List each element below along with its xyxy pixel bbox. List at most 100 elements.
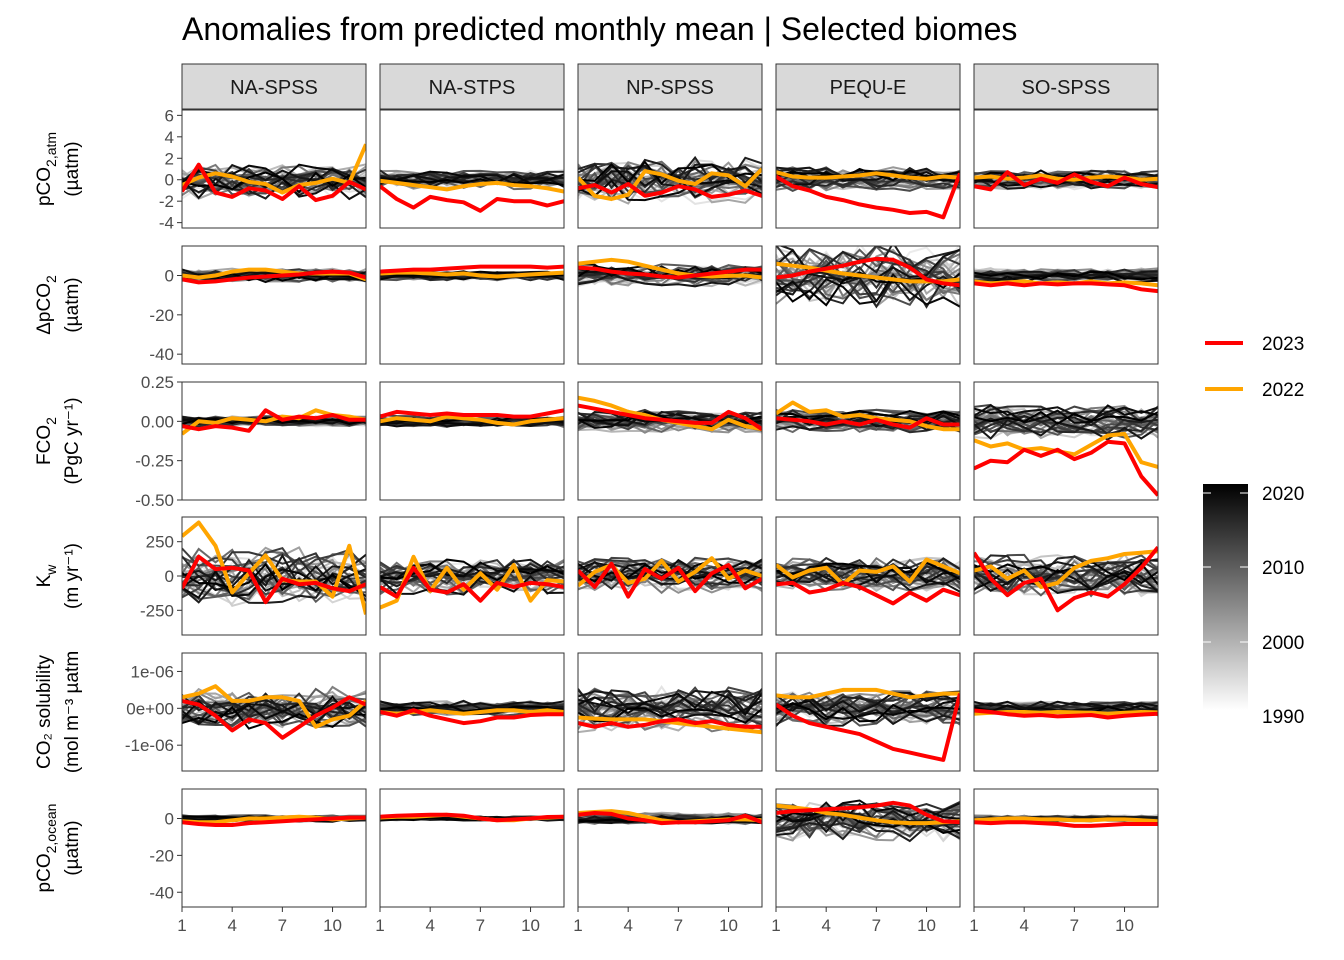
series-line-2023 xyxy=(182,695,366,740)
panel-border xyxy=(379,245,565,365)
series-line-2023 xyxy=(578,265,762,280)
series-line-2023 xyxy=(578,403,762,431)
series-line-background-year xyxy=(776,819,960,843)
panel-border xyxy=(577,516,763,636)
x-tick-label: 1 xyxy=(375,916,384,935)
panel xyxy=(380,110,564,228)
panel xyxy=(578,382,762,500)
facet-strip-label: SO-SPSS xyxy=(1022,77,1111,99)
panel xyxy=(380,653,564,771)
panel-background xyxy=(974,110,1158,228)
colorbar-label: 2020 xyxy=(1262,484,1304,505)
x-tick-label: 10 xyxy=(719,916,738,935)
y-tick-label: -4 xyxy=(159,214,174,233)
x-tick-label: 4 xyxy=(227,916,236,935)
panel xyxy=(974,246,1158,364)
x-tick-label: 10 xyxy=(917,916,936,935)
series-line-background-year xyxy=(776,173,960,188)
panel-background xyxy=(578,246,762,364)
y-tick-label: -20 xyxy=(149,306,174,325)
panel-border xyxy=(973,788,1159,908)
facet-strip-label: PEQU-E xyxy=(830,77,907,99)
panel-border xyxy=(973,652,1159,772)
series-line-background-year xyxy=(578,688,762,715)
series-line-2023 xyxy=(578,717,762,729)
panel-background xyxy=(380,789,564,907)
series-line-2022 xyxy=(776,400,960,432)
panel-border xyxy=(181,788,367,908)
y-axis-unit: (µatm) xyxy=(62,820,83,875)
facet-strip-label: NP-SPSS xyxy=(626,77,714,99)
panel-border xyxy=(973,109,1159,229)
y-axis-label: Kw xyxy=(34,564,59,588)
panel-background xyxy=(182,246,366,364)
series-line-2023 xyxy=(380,812,564,823)
series-line-2022 xyxy=(578,257,762,280)
series-line-2023 xyxy=(974,439,1158,497)
x-tick-label: 4 xyxy=(1019,916,1028,935)
series-line-background-year xyxy=(380,575,564,596)
series-line-background-year xyxy=(776,409,960,421)
series-line-2023 xyxy=(776,800,960,825)
panel-border xyxy=(181,381,367,501)
x-tick-label: 1 xyxy=(177,916,186,935)
y-tick-label: -40 xyxy=(149,345,174,364)
panel xyxy=(974,517,1158,635)
series-line-background-year xyxy=(776,272,960,308)
panel xyxy=(578,517,762,635)
y-tick-label: -20 xyxy=(149,846,174,865)
series-line-background-year xyxy=(974,700,1158,710)
panel-border xyxy=(379,381,565,501)
panel xyxy=(974,789,1158,907)
panel-border xyxy=(181,109,367,229)
series-line-background-year xyxy=(182,562,366,592)
panel-border xyxy=(181,245,367,365)
panel-border xyxy=(577,652,763,772)
series-line-2022 xyxy=(380,414,564,427)
facet-strip xyxy=(973,63,1159,110)
series-line-2023 xyxy=(974,708,1158,720)
x-tick-label: 4 xyxy=(425,916,434,935)
series-line-2023 xyxy=(380,708,564,726)
series-line-background-year xyxy=(974,418,1158,441)
chart-title: Anomalies from predicted monthly mean | … xyxy=(182,11,1017,47)
panel-border xyxy=(577,788,763,908)
colorbar-label: 2000 xyxy=(1262,633,1304,654)
y-tick-label: 0 xyxy=(165,567,174,586)
x-tick-label: 1 xyxy=(573,916,582,935)
series-line-background-year xyxy=(776,271,960,303)
series-line-2023 xyxy=(974,170,1158,192)
x-tick-label: 4 xyxy=(623,916,632,935)
series-line-background-year xyxy=(974,405,1158,424)
panel-border xyxy=(775,516,961,636)
series-line-2022 xyxy=(974,816,1158,824)
x-tick-label: 10 xyxy=(521,916,540,935)
facet-strip-label: NA-STPS xyxy=(429,77,516,99)
series-line-2022 xyxy=(182,143,366,195)
series-line-2022 xyxy=(776,170,960,181)
series-line-2022 xyxy=(776,557,960,587)
panel xyxy=(182,653,366,771)
panel-background xyxy=(578,382,762,500)
series-line-background-year xyxy=(380,567,564,588)
legend: 2023 2022 2020 2010 2000 1990 xyxy=(1203,334,1304,728)
panel-border xyxy=(775,109,961,229)
series-line-background-year xyxy=(974,410,1158,425)
panel xyxy=(182,246,366,364)
series-line-2022 xyxy=(380,270,564,279)
panel-background xyxy=(578,789,762,907)
series-line-2022 xyxy=(974,549,1158,589)
series-line-2023 xyxy=(182,554,366,605)
series-line-2023 xyxy=(578,182,762,199)
series-line-2023 xyxy=(380,184,564,213)
y-tick-label: 1e-06 xyxy=(131,662,174,681)
series-line-background-year xyxy=(776,177,960,191)
panel xyxy=(974,382,1158,500)
facet-grid: NA-SPSS NA-STPS NP-SPSS PEQU-E SO-SPSS pCO2,a… xyxy=(34,63,1159,935)
legend-label: 2022 xyxy=(1262,380,1304,401)
x-tick-label: 1 xyxy=(969,916,978,935)
series-line-background-year xyxy=(776,170,960,186)
series-line-background-year xyxy=(776,570,960,587)
panel xyxy=(776,246,960,364)
panel-border xyxy=(379,516,565,636)
